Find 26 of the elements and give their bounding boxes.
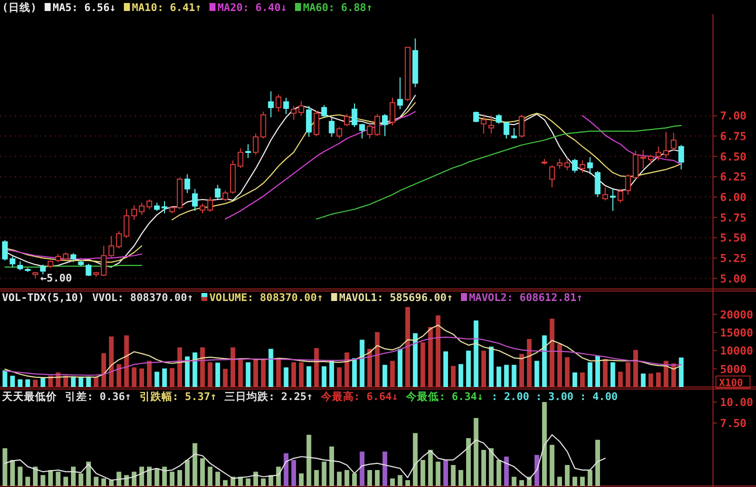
legend-label: MA10 <box>132 2 158 14</box>
annotation: 引跌幅: 5.37↑ <box>139 390 217 403</box>
annotation: 引差: 0.36↑ <box>65 390 132 403</box>
annotation: 今最低: 6.34↓ <box>405 390 484 403</box>
chart-title: (日线) <box>2 1 37 14</box>
annotation: : 6.56↓ <box>72 2 116 14</box>
chart-title: VOL-TDX(5,10) <box>2 292 84 304</box>
chart-title: 天天最低价 <box>1 390 58 403</box>
legend-label: MAVOL2 <box>468 292 507 304</box>
y-axis-title: X100 <box>719 378 744 389</box>
annotation: : 6.40↓ <box>242 2 288 14</box>
legend-label: MA20 <box>217 2 243 14</box>
annotation: VVOL: 808370.00↑ <box>92 292 194 304</box>
annotation: 三日均跌: 2.25↑ <box>224 390 313 403</box>
annotation: : 585696.00↑ <box>377 292 453 304</box>
annotation: 今最高: 6.64↓ <box>320 390 398 403</box>
annotation: : 6.41↑ <box>157 2 202 14</box>
annotation: : 2.00 : 3.00 : 4.00 <box>491 391 618 403</box>
annotation: ←5.00 <box>40 272 72 284</box>
legend-label: VOLUME <box>209 292 248 304</box>
legend-label: MA5 <box>52 2 72 14</box>
annotation: : 808370.00↑ <box>247 292 324 304</box>
annotation: : 6.88↑ <box>328 2 373 14</box>
legend-label: MAVOL1 <box>339 292 378 304</box>
legend-label: MA60 <box>303 2 328 14</box>
annotation: : 608612.81↑ <box>506 292 583 304</box>
